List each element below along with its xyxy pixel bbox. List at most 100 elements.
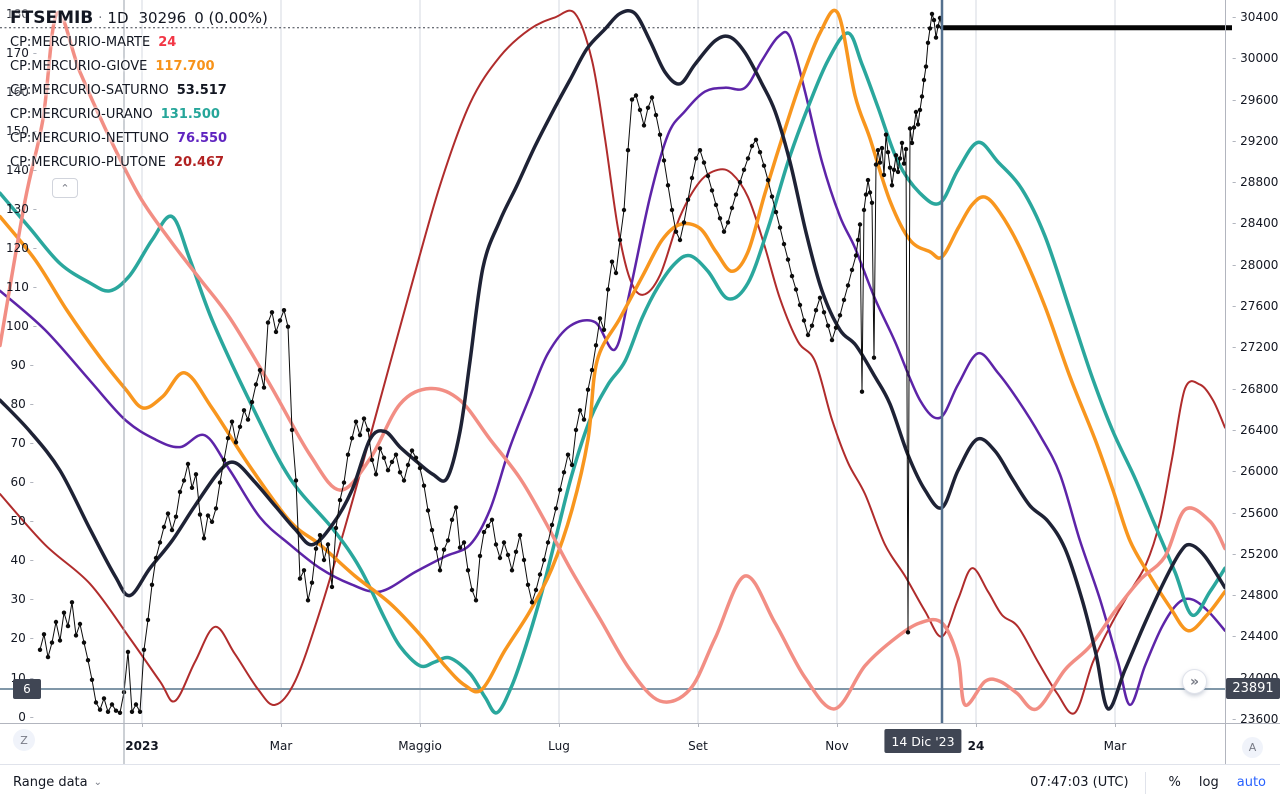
range-data-dropdown[interactable]: Range data ⌄ — [13, 775, 102, 790]
level-badge-left: 6 — [13, 678, 41, 699]
right-axis-tick-label: - 23600 — [1232, 711, 1279, 726]
left-axis-tick-label: 130 - — [6, 201, 38, 216]
time-axis-label: Maggio — [398, 739, 442, 753]
left-axis-tick-label: 110 - — [6, 279, 38, 294]
series-cp-mercurio-marte[interactable] — [0, 11, 1225, 712]
indicator-value: 117.700 — [155, 58, 215, 74]
chevron-up-icon: ⌃ — [60, 181, 70, 195]
left-axis-tick-label: 180 - — [6, 6, 38, 21]
right-axis-tick-label: - 29200 — [1232, 133, 1279, 148]
double-chevron-right-icon: » — [1189, 673, 1200, 690]
left-axis-tick-label: 120 - — [6, 240, 38, 255]
indicator-row-saturno[interactable]: CP:MERCURIO-SATURNO 53.517 — [10, 78, 276, 102]
time-axis-tick — [976, 723, 977, 727]
series-cp-mercurio-nettuno[interactable] — [0, 30, 1225, 707]
right-axis-tick-label: - 28800 — [1232, 175, 1279, 190]
time-axis-tick — [281, 723, 282, 727]
right-axis-tick-label: - 27200 — [1232, 340, 1279, 355]
toolbar-separator — [0, 764, 1280, 765]
price-change: 0 (0.00%) — [194, 9, 268, 27]
time-axis-separator — [0, 723, 1280, 724]
time-axis-label: Mar — [1103, 739, 1127, 753]
time-axis-label: 2023 — [125, 739, 159, 753]
right-axis-tick-label: - 24800 — [1232, 588, 1279, 603]
symbol-name[interactable]: FTSEMIB — [10, 8, 94, 28]
indicator-row-plutone[interactable]: CP:MERCURIO-PLUTONE 20.467 — [10, 150, 276, 174]
right-axis-tick-label: - 26800 — [1232, 381, 1279, 396]
series-ftsemib-line[interactable] — [39, 13, 943, 714]
scroll-to-latest-button[interactable]: » — [1182, 669, 1207, 694]
series-cp-mercurio-plutone[interactable] — [0, 9, 1225, 715]
auto-scale-button[interactable]: A — [1242, 737, 1263, 758]
time-axis-tick — [837, 723, 838, 727]
left-axis-tick-label: 60 - — [10, 475, 34, 490]
date-badge: 14 Dic '23 — [884, 729, 962, 753]
indicator-label: CP:MERCURIO-MARTE — [10, 34, 151, 50]
right-axis-tick-label: - 25200 — [1232, 546, 1279, 561]
indicator-label: CP:MERCURIO-URANO — [10, 106, 153, 122]
toolbar-divider — [1144, 771, 1146, 794]
timeframe[interactable]: 1D — [107, 9, 129, 27]
left-axis-tick-label: 30 - — [10, 592, 34, 607]
time-axis-tick — [142, 723, 143, 727]
left-axis-tick-label: 140 - — [6, 162, 38, 177]
time-axis-label: Set — [688, 739, 708, 753]
indicator-row-marte[interactable]: CP:MERCURIO-MARTE 24 — [10, 30, 276, 54]
time-axis-tick — [420, 723, 421, 727]
right-axis-separator — [1225, 0, 1226, 765]
chevron-down-icon: ⌄ — [93, 777, 103, 788]
left-axis-tick-label: 50 - — [10, 514, 34, 529]
range-data-label: Range data — [13, 775, 88, 790]
right-axis-tick-label: - 28400 — [1232, 216, 1279, 231]
series-cp-mercurio-giove[interactable] — [0, 8, 1225, 694]
title-separator: · — [98, 10, 103, 26]
percent-scale-button[interactable]: % — [1168, 775, 1181, 790]
time-axis-tick — [559, 723, 560, 727]
auto-scale-icon: A — [1248, 741, 1257, 754]
left-axis-tick-label: 80 - — [10, 397, 34, 412]
left-axis-tick-label: 170 - — [6, 45, 38, 60]
right-axis-tick-label: - 27600 — [1232, 299, 1279, 314]
indicator-value: 20.467 — [173, 154, 225, 170]
indicator-value: 53.517 — [176, 82, 227, 98]
auto-scale-toggle[interactable]: auto — [1236, 775, 1266, 790]
indicator-row-nettuno[interactable]: CP:MERCURIO-NETTUNO 76.550 — [10, 126, 276, 150]
left-axis-tick-label: 40 - — [10, 553, 34, 568]
series-ftsemib-dots — [37, 11, 945, 715]
indicator-row-giove[interactable]: CP:MERCURIO-GIOVE 117.700 — [10, 54, 276, 78]
clock[interactable]: 07:47:03 (UTC) — [1030, 775, 1129, 790]
right-axis-tick-label: - 28000 — [1232, 257, 1279, 272]
time-axis-label: Lug — [548, 739, 570, 753]
timezone-icon: Z — [20, 733, 28, 747]
right-axis-tick-label: - 26400 — [1232, 422, 1279, 437]
last-price-value: 30296 — [138, 9, 187, 27]
right-axis-tick-label: - 30400 — [1232, 10, 1279, 24]
right-axis-tick-label: - 25600 — [1232, 505, 1279, 520]
collapse-legend-button[interactable]: ⌃ — [52, 178, 78, 198]
right-axis-tick-label: - 29600 — [1232, 92, 1279, 107]
time-axis-label: 24 — [967, 739, 985, 753]
log-scale-button[interactable]: log — [1198, 775, 1219, 790]
left-axis-tick-label: 90 - — [10, 358, 34, 373]
symbol-title-row[interactable]: FTSEMIB · 1D 30296 0 (0.00%) — [10, 6, 276, 30]
time-axis-label: Mar — [269, 739, 293, 753]
level-badge-right: 23891 — [1226, 678, 1280, 700]
left-axis-tick-label: 70 - — [10, 436, 34, 451]
left-axis-tick-label: 100 - — [6, 319, 38, 333]
time-axis-tick — [1115, 723, 1116, 727]
series-cp-mercurio-saturno[interactable] — [0, 9, 1225, 711]
left-axis-tick-label: 150 - — [6, 123, 38, 138]
indicator-label: CP:MERCURIO-GIOVE — [10, 58, 148, 74]
indicator-label: CP:MERCURIO-PLUTONE — [10, 154, 166, 170]
indicator-row-urano[interactable]: CP:MERCURIO-URANO 131.500 — [10, 102, 276, 126]
left-axis-tick-label: 20 - — [10, 631, 34, 646]
timezone-button[interactable]: Z — [13, 729, 35, 751]
left-axis-tick-label: 160 - — [6, 84, 38, 99]
indicator-value: 24 — [158, 34, 177, 50]
indicator-value: 131.500 — [160, 106, 220, 122]
time-axis-label: Nov — [825, 739, 849, 753]
plot-layers — [0, 0, 1225, 723]
legend: FTSEMIB · 1D 30296 0 (0.00%) CP:MERCURIO… — [10, 6, 276, 198]
